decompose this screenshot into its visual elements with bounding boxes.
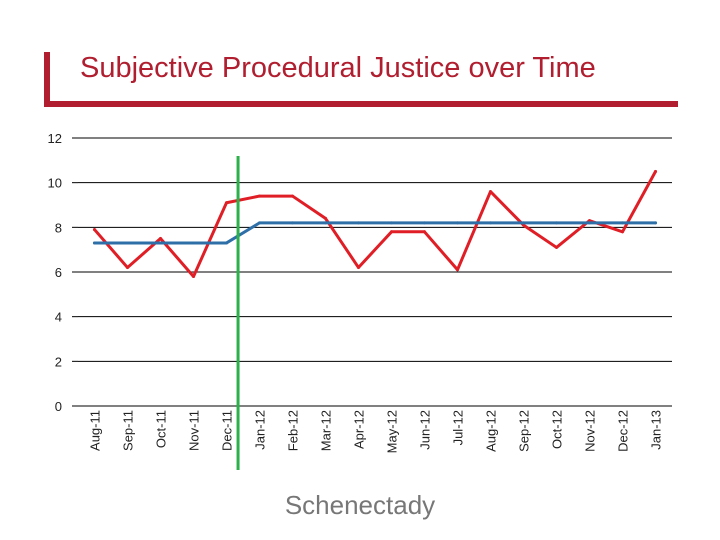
data-point-baseline-Dec-12 [621,221,624,225]
data-point-baseline-Aug-11 [93,241,96,245]
data-point-baseline-May-12 [390,221,393,225]
x-tick-label-Jan-12: Jan-12 [253,410,268,450]
title-accent-bar-left [44,52,50,102]
data-point-observed-Apr-12 [357,266,360,270]
y-tick-label-8: 8 [55,220,62,235]
x-axis-ticks: Aug-11 Sep-11 Oct-11 Nov-11 Dec-11 Jan-12 Feb-… [88,410,664,453]
x-tick-label-Mar-12: Mar-12 [319,410,334,451]
x-tick-label-Aug-11: Aug-11 [88,410,103,451]
gridlines [72,137,672,407]
title-accent-bar-bottom [44,101,678,107]
data-point-baseline-Jan-12 [258,221,261,225]
x-tick-label-May-12: May-12 [385,410,400,453]
data-point-observed-Mar-12 [324,216,327,220]
data-point-observed-Jun-12 [423,230,426,234]
data-point-observed-Jan-13 [654,170,657,173]
y-tick-label-6: 6 [55,265,62,280]
series-line-observed [93,170,657,278]
chart-caption: Schenectady [284,490,436,520]
x-tick-label-Jun-12: Jun-12 [418,410,433,450]
data-point-observed-Dec-12 [621,230,624,234]
data-point-baseline-Aug-12 [489,221,492,225]
data-point-baseline-Jun-12 [423,221,426,225]
data-point-baseline-Oct-12 [555,221,558,225]
data-point-baseline-Nov-12 [588,221,591,225]
x-tick-label-Oct-12: Oct-12 [550,410,565,449]
y-tick-label-4: 4 [55,310,62,325]
data-point-observed-Jul-12 [456,268,459,272]
x-tick-label-Oct-11: Oct-11 [154,410,169,448]
data-point-observed-Oct-12 [555,245,558,249]
x-tick-label-Apr-12: Apr-12 [352,410,367,449]
data-point-observed-Dec-11 [225,201,228,205]
x-tick-label-Aug-12: Aug-12 [484,410,499,452]
series-line-baseline [93,221,657,245]
y-tick-label-10: 10 [48,176,62,191]
data-point-observed-Aug-11 [93,228,96,232]
y-axis-ticks: 0 2 4 6 8 10 12 [48,131,62,414]
x-tick-label-Sep-11: Sep-11 [121,410,136,451]
x-tick-label-Feb-12: Feb-12 [286,410,301,451]
data-point-baseline-Sep-11 [126,241,129,245]
data-point-baseline-Jan-13 [654,221,657,225]
x-tick-label-Nov-11: Nov-11 [187,410,202,451]
data-point-baseline-Dec-11 [225,241,228,245]
x-tick-label-Jul-12: Jul-12 [451,410,466,445]
data-point-observed-Feb-12 [291,194,294,198]
data-point-baseline-Jul-12 [456,221,459,225]
data-point-baseline-Apr-12 [357,221,360,225]
data-point-baseline-Nov-11 [192,241,195,245]
x-tick-label-Dec-12: Dec-12 [616,410,631,452]
y-tick-label-2: 2 [55,354,62,369]
data-point-observed-Nov-11 [192,274,195,278]
data-point-observed-Oct-11 [159,237,162,240]
data-point-observed-Sep-11 [126,266,129,270]
chart-title: Subjective Procedural Justice over Time [80,52,596,84]
data-point-baseline-Oct-11 [159,241,162,245]
x-tick-label-Nov-12: Nov-12 [583,410,598,452]
data-point-baseline-Mar-12 [324,221,327,225]
data-point-observed-May-12 [390,230,393,234]
y-tick-label-12: 12 [48,131,62,146]
series-lines [93,170,657,278]
data-point-baseline-Feb-12 [291,221,294,225]
data-point-baseline-Sep-12 [522,221,525,225]
y-tick-label-0: 0 [55,399,62,414]
data-point-observed-Aug-12 [489,190,492,194]
x-tick-label-Jan-13: Jan-13 [649,410,664,450]
x-tick-label-Dec-11: Dec-11 [220,410,235,451]
data-point-observed-Jan-12 [258,194,261,198]
x-tick-label-Sep-12: Sep-12 [517,410,532,452]
